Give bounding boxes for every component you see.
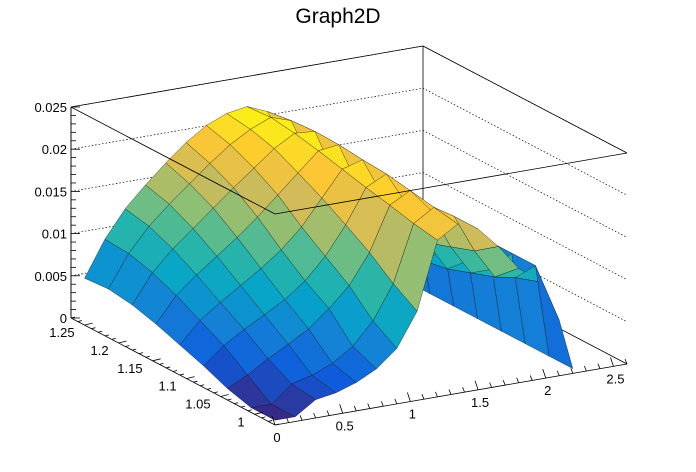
z-tick-label: 0.025 (34, 100, 67, 115)
y-minor-tick (240, 405, 246, 408)
x-major-tick (271, 415, 276, 426)
y-tick-label: 1.1 (159, 379, 177, 394)
x-minor-tick (584, 365, 587, 372)
y-major-tick (254, 411, 263, 415)
y-major-tick (152, 358, 161, 362)
y-minor-tick (268, 420, 273, 422)
y-axis: 1 1.05 1.1 1.15 1.2 1.25 (49, 316, 280, 429)
x-minor-tick (516, 377, 520, 383)
frame-top-left (70, 106, 276, 215)
x-major-tick (610, 357, 614, 367)
x-minor-tick (326, 410, 330, 416)
y-minor-tick (98, 330, 103, 333)
x-minor-tick (529, 375, 533, 381)
z-tick-label: 0.01 (42, 227, 67, 242)
x-minor-tick (462, 387, 465, 393)
z-tick-label: 0 (60, 311, 67, 326)
x-minor-tick (421, 394, 425, 400)
y-tick-label: 1 (237, 414, 244, 429)
y-minor-tick (111, 338, 116, 340)
y-major-tick (84, 322, 93, 326)
x-minor-tick (299, 415, 303, 421)
x-minor-tick (380, 401, 384, 407)
x-tick-label: 1 (409, 407, 416, 422)
x-major-tick (474, 380, 479, 390)
y-minor-tick (138, 352, 144, 355)
y-minor-tick (200, 384, 205, 387)
y-minor-tick (91, 327, 96, 330)
x-tick-label: 1.5 (471, 395, 489, 410)
x-major-tick (339, 404, 344, 414)
x-minor-tick (556, 370, 560, 376)
y-minor-tick (179, 373, 184, 376)
z-axis: 0 0.005 0.01 0.015 0.02 0.025 (34, 100, 80, 326)
x-tick-label: 2 (544, 383, 551, 398)
x-minor-tick (502, 379, 506, 386)
y-minor-tick (227, 398, 232, 401)
y-tick-label: 1.25 (49, 325, 74, 340)
y-minor-tick (234, 402, 239, 404)
x-minor-tick (624, 358, 628, 365)
y-minor-tick (172, 370, 178, 372)
x-axis: 0 0.5 1 1.5 2 2.5 (271, 357, 628, 445)
y-minor-tick (104, 334, 110, 337)
x-minor-tick (489, 382, 492, 388)
x-minor-tick (353, 405, 357, 412)
x-minor-tick (597, 363, 601, 369)
y-minor-tick (206, 387, 212, 390)
y-minor-tick (125, 345, 130, 347)
x-minor-tick (367, 403, 371, 409)
y-minor-tick (132, 348, 137, 351)
z-gridline (70, 87, 628, 196)
z-tick-label: 0.005 (34, 269, 67, 284)
front-frame (70, 106, 628, 215)
surface-mesh (84, 106, 574, 421)
x-tick-label: 2.5 (606, 371, 624, 386)
y-minor-tick (193, 380, 198, 383)
y-major-tick (220, 394, 229, 397)
y-tick-label: 1.2 (91, 343, 109, 358)
x-major-tick (542, 368, 547, 379)
y-minor-tick (145, 355, 150, 358)
y-minor-tick (247, 409, 252, 412)
surface-cell (535, 265, 574, 370)
z-tick-label: 0.02 (42, 142, 67, 157)
x-minor-tick (394, 398, 398, 405)
y-minor-tick (159, 362, 164, 365)
chart-title: Graph2D (295, 5, 380, 28)
x-minor-tick (313, 412, 316, 419)
z-gridline (70, 45, 628, 154)
y-minor-tick (77, 320, 82, 322)
x-tick-label: 0.5 (336, 418, 354, 433)
y-minor-tick (261, 416, 266, 419)
y-tick-label: 1.15 (117, 361, 142, 376)
x-minor-tick (448, 389, 452, 395)
x-minor-tick (570, 368, 574, 374)
x-major-tick (407, 392, 411, 402)
x-minor-tick (435, 391, 438, 397)
y-minor-tick (70, 316, 76, 319)
y-tick-label: 1.05 (185, 396, 210, 411)
x-minor-tick (286, 417, 289, 423)
frame-top-front (274, 152, 628, 215)
x-tick-label: 0 (273, 430, 280, 445)
y-minor-tick (166, 366, 171, 369)
y-major-tick (186, 376, 195, 380)
z-tick-label: 0.015 (34, 184, 67, 199)
y-major-tick (118, 340, 127, 344)
axes: 0 0.005 0.01 0.015 0.02 0.025 1 1.05 1.1 1.15 1.2… (34, 100, 628, 445)
y-minor-tick (213, 391, 218, 394)
